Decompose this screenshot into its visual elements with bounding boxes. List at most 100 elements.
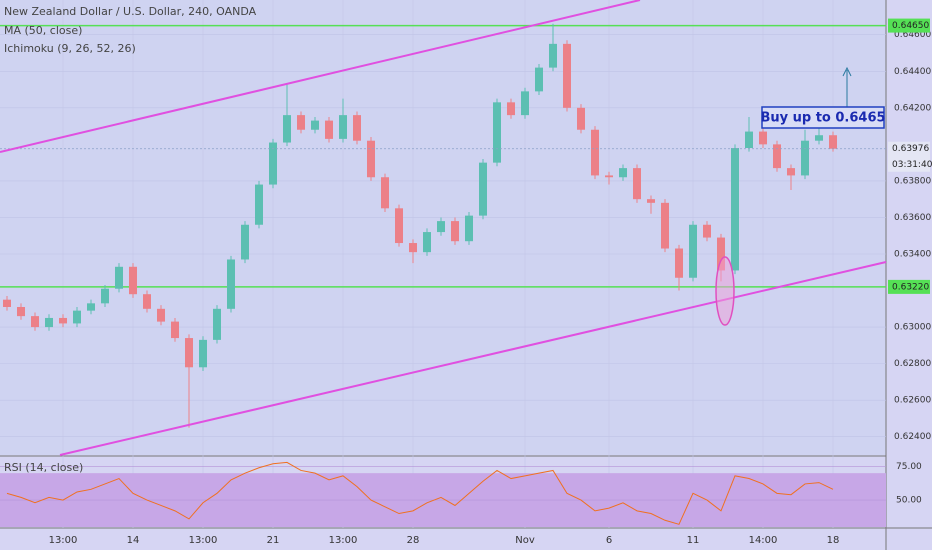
legend-title: New Zealand Dollar / U.S. Dollar, 240, O… [4, 5, 257, 18]
x-tick-label: 11 [687, 535, 700, 546]
candle-body [731, 148, 739, 271]
y-tick-label: 0.63400 [894, 249, 931, 259]
arrow-head [842, 66, 852, 77]
candle-body [367, 140, 375, 178]
candle-body [647, 199, 655, 203]
x-tick-label: 21 [267, 535, 280, 546]
candle-body [605, 175, 613, 178]
candle-body [815, 135, 823, 141]
candle-body [577, 107, 585, 130]
candle-body [829, 135, 837, 149]
candle-body [773, 144, 781, 169]
candle-body [717, 237, 725, 271]
y-tick-label: 0.64600 [894, 30, 931, 40]
candle-body [451, 221, 459, 242]
candle-body [591, 129, 599, 176]
legend-indicator: Ichimoku (9, 26, 52, 26) [4, 42, 136, 55]
candle-body [227, 259, 235, 309]
candle-body [801, 140, 809, 176]
x-tick-label: 14:00 [749, 535, 778, 546]
candle-body [255, 184, 263, 225]
candle-body [437, 221, 445, 233]
candle-body [745, 131, 753, 149]
rsi-legend: RSI (14, close) [4, 461, 83, 474]
candle-body [353, 115, 361, 141]
candle-body [185, 338, 193, 368]
candle-body [87, 303, 95, 311]
y-tick-label: 0.63800 [894, 176, 931, 186]
candle-body [633, 168, 641, 200]
x-tick-label: 14 [127, 535, 140, 546]
x-tick-label: 28 [407, 535, 420, 546]
candle-body [143, 294, 151, 309]
y-tick-label: 0.63000 [894, 323, 931, 333]
candle-body [549, 43, 557, 68]
annotation-box [761, 106, 885, 129]
candle-body [269, 142, 277, 185]
candle-body [465, 215, 473, 242]
candle-body [423, 232, 431, 253]
level-label: 0.63220 [892, 282, 929, 292]
candle-body [213, 308, 221, 340]
y-tick-label: 0.64200 [894, 103, 931, 113]
candle-body [507, 102, 515, 116]
lower-channel [59, 261, 887, 456]
candle-body [381, 177, 389, 209]
x-tick-label: 6 [606, 535, 612, 546]
candle-body [703, 224, 711, 238]
candle-body [199, 339, 207, 368]
candle-body [493, 102, 501, 163]
candle-body [521, 91, 529, 116]
candle-body [535, 67, 543, 92]
rsi-tick-label: 75.00 [896, 462, 922, 472]
candle-body [311, 120, 319, 130]
level-label: 0.64650 [892, 21, 929, 31]
x-tick-label: 13:00 [49, 535, 78, 546]
candle-body [409, 243, 417, 253]
last-price-label: 0.63976 [892, 144, 929, 154]
candle-body [115, 266, 123, 289]
price-axis [886, 0, 932, 528]
y-tick-label: 0.62400 [894, 432, 931, 442]
level-label-box [888, 18, 930, 33]
level-label-box [888, 279, 930, 294]
y-tick-label: 0.62600 [894, 396, 931, 406]
candle-body [759, 131, 767, 145]
countdown: 03:31:40 [892, 160, 932, 170]
candle-body [3, 299, 11, 307]
candle-body [129, 266, 137, 295]
annotation: Buy up to 0.6465 [760, 111, 885, 126]
candle-body [101, 288, 109, 304]
rsi-line [6, 461, 834, 525]
candle-body [283, 115, 291, 143]
candle-body [241, 224, 249, 260]
x-tick-label: 13:00 [189, 535, 218, 546]
candle-body [563, 43, 571, 108]
candle-body [479, 162, 487, 216]
y-tick-label: 0.64400 [894, 67, 931, 77]
candle-body [31, 316, 39, 328]
candle-body [661, 202, 669, 249]
highlight-ellipse [715, 256, 735, 326]
candle-body [619, 168, 627, 178]
candle-body [73, 310, 81, 324]
candle-body [689, 224, 697, 278]
legend-indicator: MA (50, close) [4, 24, 82, 37]
y-tick-label: 0.63600 [894, 213, 931, 223]
candle-body [171, 321, 179, 339]
x-tick-label: 18 [827, 535, 840, 546]
candle-body [157, 308, 165, 322]
candle-body [45, 317, 53, 328]
candle-body [339, 115, 347, 139]
candle-body [297, 115, 305, 130]
candle-body [325, 120, 333, 139]
upper-channel [0, 0, 641, 153]
x-tick-label: Nov [515, 535, 535, 546]
candle-body [675, 248, 683, 278]
last-price-box [888, 141, 930, 172]
candle-body [17, 306, 25, 317]
candle-body [787, 168, 795, 176]
y-tick-label: 0.62800 [894, 359, 931, 369]
